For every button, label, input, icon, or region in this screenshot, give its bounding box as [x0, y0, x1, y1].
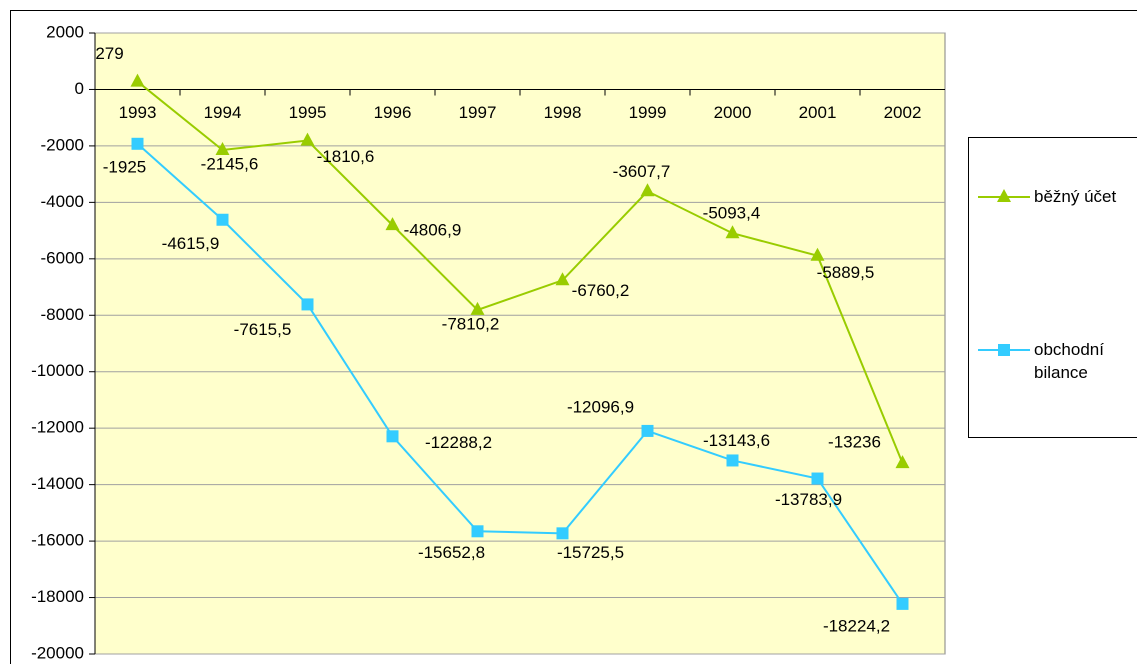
x-tick-label: 1995	[289, 103, 327, 122]
y-tick-label: -16000	[31, 531, 84, 550]
point	[216, 213, 229, 226]
point	[725, 225, 740, 239]
point	[998, 344, 1010, 356]
data-label: -2145,6	[201, 155, 259, 174]
point	[726, 454, 739, 467]
data-label: -13783,9	[775, 490, 842, 509]
point	[470, 301, 485, 315]
y-tick-label: 2000	[46, 22, 84, 41]
point	[301, 298, 314, 311]
x-tick-label: 1993	[119, 103, 157, 122]
point	[555, 272, 570, 286]
x-tick-label: 1996	[374, 103, 412, 122]
point	[556, 527, 569, 540]
data-label: -12288,2	[425, 433, 492, 452]
data-label: -3607,7	[613, 162, 671, 181]
point	[300, 132, 315, 146]
series-line	[136, 143, 904, 605]
data-label: -5889,5	[817, 263, 875, 282]
point	[641, 424, 654, 437]
point	[896, 597, 909, 610]
y-tick-label: -8000	[41, 305, 84, 324]
data-label: -13143,6	[703, 431, 770, 450]
data-label: -6760,2	[572, 281, 630, 300]
point	[131, 137, 144, 150]
y-tick-label: -20000	[31, 643, 84, 662]
y-tick-label: -18000	[31, 587, 84, 606]
point	[997, 189, 1011, 202]
point	[130, 73, 145, 87]
x-tick-label: 1994	[204, 103, 242, 122]
x-tick-label: 2002	[884, 103, 922, 122]
x-tick-label: 1998	[544, 103, 582, 122]
y-tick-label: -12000	[31, 418, 84, 437]
data-label: -4615,9	[162, 234, 220, 253]
point	[811, 472, 824, 485]
y-tick-label: -6000	[41, 248, 84, 267]
point	[385, 217, 400, 231]
y-tick-label: -10000	[31, 361, 84, 380]
x-tick-label: 2001	[799, 103, 837, 122]
point	[810, 247, 825, 261]
series-line	[136, 80, 904, 464]
data-label: -15652,8	[418, 543, 485, 562]
x-tick-label: 1999	[629, 103, 667, 122]
data-label: 279	[95, 44, 123, 63]
y-tick-label: -4000	[41, 192, 84, 211]
data-label: -13236	[828, 433, 881, 452]
point	[386, 430, 399, 443]
point	[640, 183, 655, 197]
data-label: -18224,2	[823, 616, 890, 635]
data-label: -7615,5	[234, 320, 292, 339]
legend-label: běžný účet	[1034, 187, 1117, 206]
data-label: -1810,6	[317, 147, 375, 166]
y-tick-label: -2000	[41, 135, 84, 154]
x-tick-label: 2000	[714, 103, 752, 122]
point	[471, 525, 484, 538]
data-label: -12096,9	[567, 397, 634, 416]
data-label: -5093,4	[703, 204, 761, 223]
y-tick-label: 0	[75, 79, 84, 98]
point	[895, 455, 910, 469]
plot-area	[94, 32, 946, 655]
data-label: -7810,2	[442, 314, 500, 333]
data-label: -1925	[103, 157, 146, 176]
legend-label: obchodní bilance	[1034, 340, 1104, 382]
legend-box	[968, 137, 1137, 438]
y-tick-label: -14000	[31, 474, 84, 493]
data-label: -15725,5	[557, 543, 624, 562]
x-tick-label: 1997	[459, 103, 497, 122]
point	[215, 142, 230, 156]
data-label: -4806,9	[404, 221, 462, 240]
